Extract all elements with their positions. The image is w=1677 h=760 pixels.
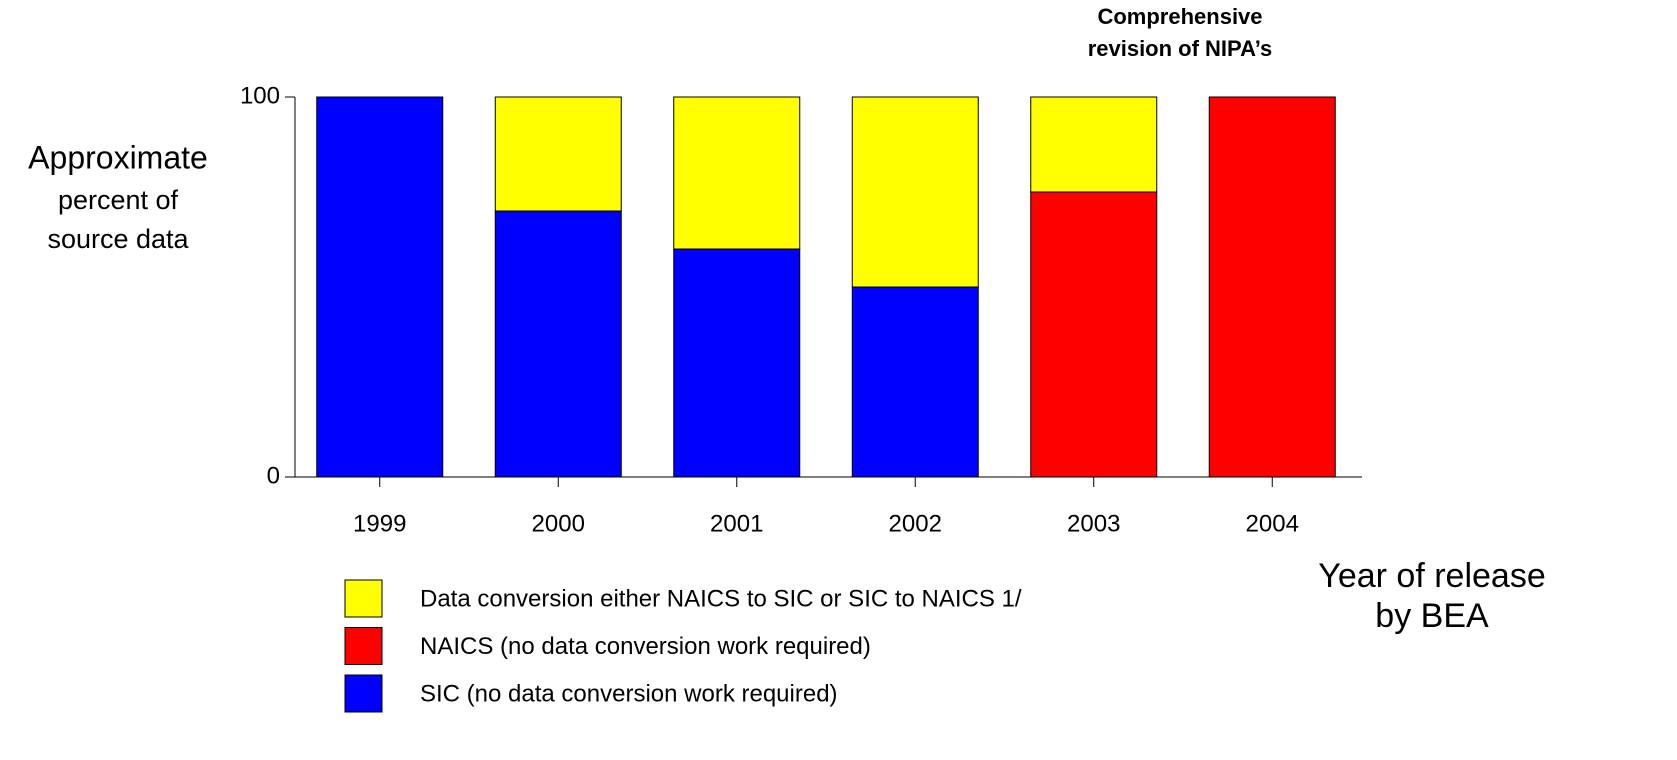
annotation: revision of NIPA’s: [1088, 36, 1273, 61]
bar-segment: [316, 96, 444, 478]
bar-segment: [494, 210, 622, 478]
bar-segment: [494, 96, 622, 212]
x-tick-label: 2002: [889, 510, 942, 537]
bar-segment: [1030, 96, 1158, 193]
x-tick-label: 2001: [710, 510, 763, 537]
x-tick-label: 2003: [1067, 510, 1120, 537]
bar-segment: [851, 96, 979, 288]
bar-segment: [1030, 191, 1158, 478]
bar-segment: [1208, 96, 1336, 478]
bar-segment: [673, 248, 801, 478]
legend-swatch: [344, 674, 383, 713]
bar-segment: [851, 286, 979, 478]
x-tick-label: 2004: [1246, 510, 1299, 537]
x-axis-label: Year of release: [1318, 557, 1545, 595]
legend-label: Data conversion either NAICS to SIC or S…: [420, 585, 1022, 612]
y-axis-label: percent of: [58, 185, 179, 215]
y-tick-label: 0: [267, 462, 280, 489]
legend-swatch: [344, 627, 383, 665]
annotation: Comprehensive: [1097, 4, 1262, 29]
y-axis-label: source data: [47, 224, 189, 254]
x-tick-label: 1999: [353, 510, 406, 537]
y-tick-label: 100: [240, 82, 280, 109]
x-axis-label: by BEA: [1375, 597, 1489, 635]
x-tick-label: 2000: [532, 510, 585, 537]
legend-swatch: [344, 579, 383, 618]
y-axis-label: Approximate: [28, 139, 208, 175]
legend-label: SIC (no data conversion work required): [420, 680, 838, 707]
legend-label: NAICS (no data conversion work required): [420, 633, 871, 660]
bar-segment: [673, 96, 801, 250]
